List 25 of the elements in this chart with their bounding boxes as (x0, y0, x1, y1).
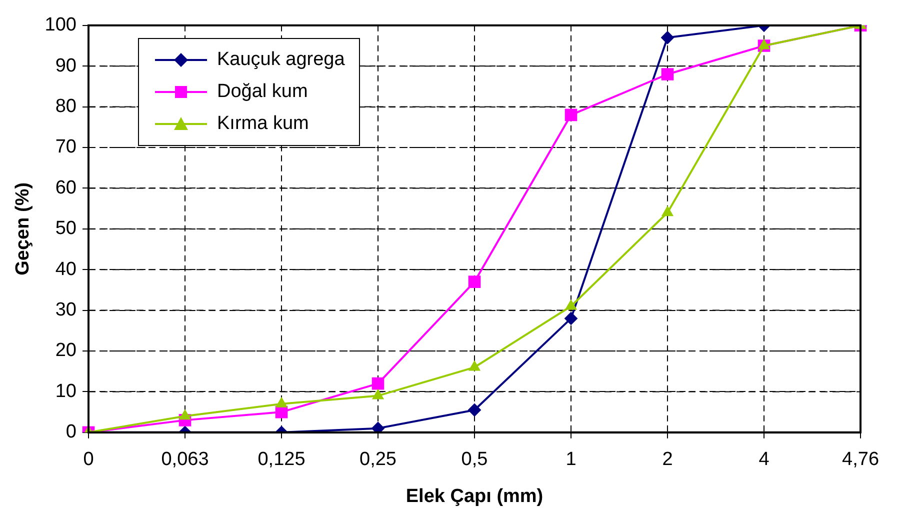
y-tick-label: 90 (55, 55, 76, 76)
legend-label: Kauçuk agrega (217, 49, 345, 71)
y-tick-label: 30 (55, 300, 76, 321)
y-tick-label: 20 (55, 340, 76, 362)
y-tick-label: 50 (55, 218, 76, 240)
y-tick-label: 100 (44, 14, 76, 36)
y-tick-label: 40 (55, 258, 76, 280)
x-tick-label: 0,25 (360, 449, 396, 470)
y-tick-label: 70 (55, 136, 76, 158)
x-tick-label: 0,5 (461, 449, 488, 470)
y-tick-label: 80 (55, 96, 76, 118)
x-tick-label: 0,125 (258, 449, 306, 470)
legend-label: Doğal kum (217, 81, 308, 103)
x-tick-label: 4 (758, 449, 770, 470)
legend-label: Kırma kum (217, 113, 309, 135)
x-tick-label: 0 (83, 449, 94, 470)
x-tick-label: 2 (662, 449, 673, 470)
x-tick-label: 1 (566, 449, 576, 470)
x-tick-label: 4,76 (842, 449, 879, 470)
y-tick-label: 0 (66, 422, 76, 443)
y-axis-title: Geçen (%) (12, 182, 34, 276)
y-tick-label: 10 (55, 380, 76, 402)
x-tick-label: 0,063 (161, 449, 209, 470)
y-tick-label: 60 (55, 177, 76, 198)
x-axis-title: Elek Çapı (mm) (406, 486, 544, 507)
